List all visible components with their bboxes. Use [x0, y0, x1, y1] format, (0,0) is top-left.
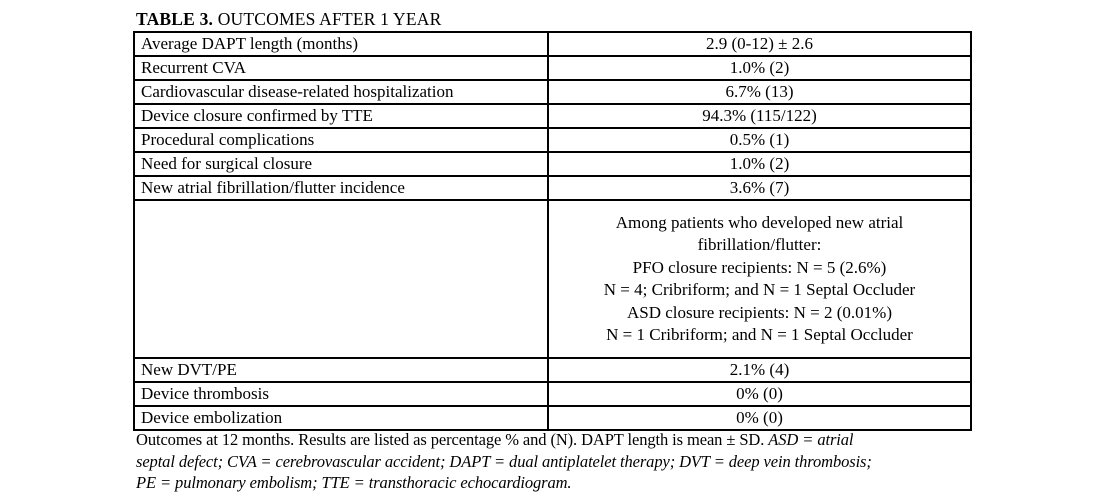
row-label: Need for surgical closure — [133, 151, 549, 177]
table-number: TABLE 3. — [136, 9, 214, 29]
row-value: 1.0% (2) — [547, 151, 972, 177]
table-row-af-detail: Among patients who developed new atrial … — [133, 199, 972, 359]
af-detail-line: Among patients who developed new atrial — [615, 212, 904, 232]
row-value: 1.0% (2) — [547, 55, 972, 81]
table-title: TABLE 3. OUTCOMES AFTER 1 YEAR — [136, 8, 442, 30]
row-label: Device thrombosis — [133, 381, 549, 407]
row-label: Device closure confirmed by TTE — [133, 103, 549, 129]
row-value: 0% (0) — [547, 381, 972, 407]
row-value: 94.3% (115/122) — [547, 103, 972, 129]
footnote-line-3: PE = pulmonary embolism; TTE = transthor… — [136, 472, 872, 493]
footnote-italic-text: PE = pulmonary embolism; TTE = transthor… — [136, 473, 572, 493]
table-caption: OUTCOMES AFTER 1 YEAR — [213, 9, 442, 29]
table-row: New atrial fibrillation/flutter incidenc… — [133, 175, 972, 201]
row-value: 2.9 (0-12) ± 2.6 — [547, 31, 972, 57]
table-row: Need for surgical closure 1.0% (2) — [133, 151, 972, 177]
row-value: 3.6% (7) — [547, 175, 972, 201]
af-detail-line: ASD closure recipients: N = 2 (0.01%) — [626, 302, 892, 322]
row-value: 0% (0) — [547, 405, 972, 431]
af-detail-line: N = 4; Cribriform; and N = 1 Septal Occl… — [603, 280, 916, 299]
table-footnote: Outcomes at 12 months. Results are liste… — [136, 429, 872, 493]
footnote-line-2: septal defect; CVA = cerebrovascular acc… — [136, 451, 872, 473]
footnote-line-1: Outcomes at 12 months. Results are liste… — [136, 429, 872, 451]
row-label: New atrial fibrillation/flutter incidenc… — [133, 175, 549, 201]
row-label: Procedural complications — [133, 127, 549, 153]
outcomes-table: Average DAPT length (months) 2.9 (0-12) … — [133, 31, 972, 431]
table-row: Device thrombosis 0% (0) — [133, 381, 972, 407]
footnote-regular-text: Outcomes at 12 months. Results are liste… — [136, 430, 769, 449]
table-row: Device closure confirmed by TTE 94.3% (1… — [133, 103, 972, 129]
table-row: Procedural complications 0.5% (1) — [133, 127, 972, 153]
row-label: Recurrent CVA — [133, 55, 549, 81]
af-detail-line: PFO closure recipients: N = 5 (2.6%) — [632, 257, 887, 277]
row-label: Average DAPT length (months) — [133, 31, 549, 57]
af-detail-line: fibrillation/flutter: — [697, 235, 822, 254]
table-row: Cardiovascular disease-related hospitali… — [133, 79, 972, 105]
row-label-empty — [133, 199, 549, 359]
row-label: Cardiovascular disease-related hospitali… — [133, 79, 549, 105]
row-value-af-detail: Among patients who developed new atrial … — [547, 199, 972, 359]
row-value: 6.7% (13) — [547, 79, 972, 105]
table-row: Average DAPT length (months) 2.9 (0-12) … — [133, 31, 972, 57]
row-value: 0.5% (1) — [547, 127, 972, 153]
row-label: Device embolization — [133, 405, 549, 431]
footnote-italic-text: septal defect; CVA = cerebrovascular acc… — [136, 451, 872, 471]
table-row: Recurrent CVA 1.0% (2) — [133, 55, 972, 81]
table-row: New DVT/PE 2.1% (4) — [133, 357, 972, 383]
row-label: New DVT/PE — [133, 357, 549, 383]
af-detail-line: N = 1 Cribriform; and N = 1 Septal Occlu… — [606, 325, 913, 344]
footnote-italic-text: ASD = atrial — [768, 430, 854, 449]
table-row: Device embolization 0% (0) — [133, 405, 972, 431]
row-value: 2.1% (4) — [547, 357, 972, 383]
